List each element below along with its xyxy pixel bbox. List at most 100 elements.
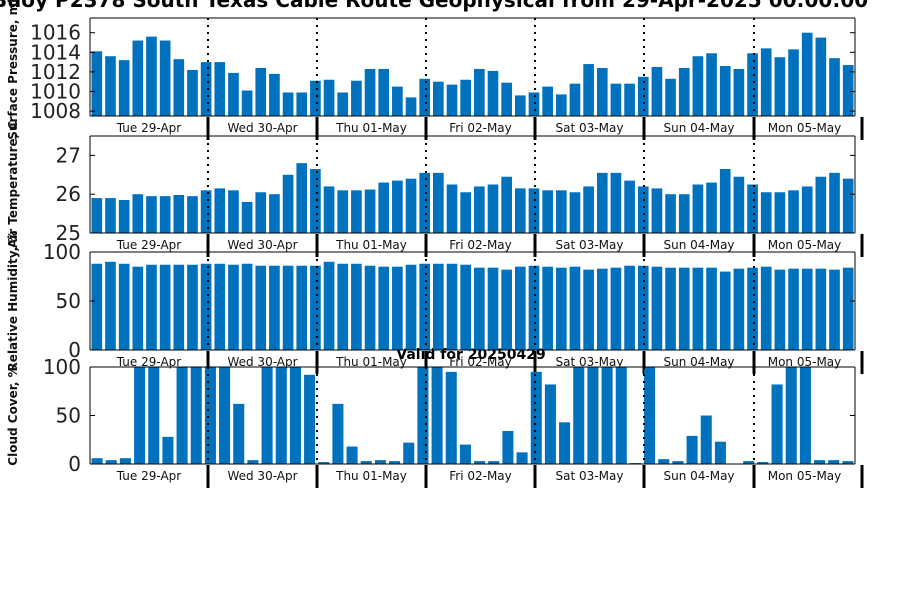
bar	[241, 90, 253, 116]
bar	[187, 69, 198, 116]
bar	[814, 460, 826, 464]
bar	[733, 68, 745, 116]
bar	[419, 172, 431, 233]
bar	[530, 371, 542, 464]
y-tick-label: 100	[43, 355, 81, 379]
y-tick-label: 100	[43, 240, 81, 264]
bar	[241, 263, 253, 350]
x-tick-label: Sat 03-May	[556, 355, 624, 369]
bar	[162, 436, 174, 464]
bar	[788, 190, 799, 233]
bar	[360, 461, 372, 464]
y-tick-label: 0	[68, 452, 81, 476]
bar	[700, 415, 712, 464]
x-tick-label: Thu 01-May	[335, 355, 407, 369]
bar	[91, 458, 103, 464]
bar	[105, 198, 116, 233]
bar	[651, 67, 663, 116]
x-tick-label: Fri 02-May	[449, 355, 512, 369]
bar	[771, 384, 783, 464]
bar	[219, 367, 231, 464]
bar	[788, 49, 799, 116]
bar	[204, 367, 216, 464]
bar	[569, 83, 581, 116]
bar	[555, 190, 567, 233]
bar	[173, 59, 185, 116]
bar	[542, 190, 553, 233]
bar	[296, 92, 308, 116]
bar	[282, 174, 294, 233]
y-tick-label: 25	[56, 221, 81, 245]
x-tick-label: Mon 05-May	[768, 469, 842, 483]
bar	[719, 66, 731, 116]
x-tick-label: Sat 03-May	[556, 121, 624, 135]
bar	[269, 265, 280, 350]
bar	[555, 94, 567, 116]
bar	[378, 182, 390, 233]
bar	[337, 190, 349, 233]
bar	[692, 56, 704, 116]
bar	[569, 192, 581, 233]
bar	[364, 68, 376, 116]
bar	[118, 200, 130, 233]
bar	[146, 196, 157, 233]
bar	[91, 263, 103, 350]
bar	[228, 190, 239, 233]
bar	[815, 268, 827, 350]
bar	[146, 36, 157, 117]
bar	[323, 79, 335, 116]
bar	[132, 266, 144, 350]
x-tick-label: Fri 02-May	[449, 121, 512, 135]
x-tick-label: Fri 02-May	[449, 238, 512, 252]
bar	[460, 79, 471, 116]
bar	[665, 267, 676, 350]
bar	[686, 435, 698, 464]
y-axis-label: Relative Humidity, %	[6, 231, 20, 372]
x-tick-label: Sat 03-May	[556, 238, 624, 252]
x-tick-label: Wed 30-Apr	[227, 121, 297, 135]
bar	[228, 264, 239, 350]
bar	[587, 367, 599, 464]
bar	[433, 263, 444, 350]
bar	[214, 62, 226, 116]
bar	[275, 367, 287, 464]
bar	[624, 265, 635, 350]
bar	[842, 267, 854, 350]
x-tick-label: Tue 29-Apr	[116, 238, 181, 252]
bar	[706, 267, 717, 350]
bar	[405, 97, 417, 116]
x-tick-label: Tue 29-Apr	[116, 121, 181, 135]
y-tick-label: 50	[56, 404, 81, 428]
bar	[747, 267, 758, 350]
bar	[487, 267, 499, 350]
bar	[528, 188, 540, 233]
bar	[296, 163, 308, 233]
bar	[544, 384, 556, 464]
bar	[785, 367, 797, 464]
bar	[105, 56, 116, 116]
bar	[706, 182, 717, 233]
bar	[378, 68, 390, 116]
bar	[460, 264, 471, 350]
bar	[200, 190, 212, 233]
bar	[296, 265, 308, 350]
x-tick-label: Thu 01-May	[335, 121, 407, 135]
bar	[555, 267, 567, 350]
bar	[501, 269, 512, 350]
y-tick-label: 1014	[30, 40, 81, 64]
chart-title: Buoy P2378 South Texas Cable Route Geoph…	[0, 0, 868, 12]
bar	[134, 367, 146, 464]
bar	[815, 37, 827, 116]
bar	[542, 86, 553, 116]
bar	[706, 53, 717, 116]
bar	[146, 264, 157, 350]
bar	[487, 70, 499, 116]
y-axis-label: Cloud Cover, %	[6, 365, 20, 465]
bar	[774, 57, 786, 116]
bar	[118, 60, 130, 116]
bar	[760, 266, 772, 350]
bar	[569, 266, 581, 350]
bar	[610, 172, 622, 233]
bar	[501, 82, 512, 116]
